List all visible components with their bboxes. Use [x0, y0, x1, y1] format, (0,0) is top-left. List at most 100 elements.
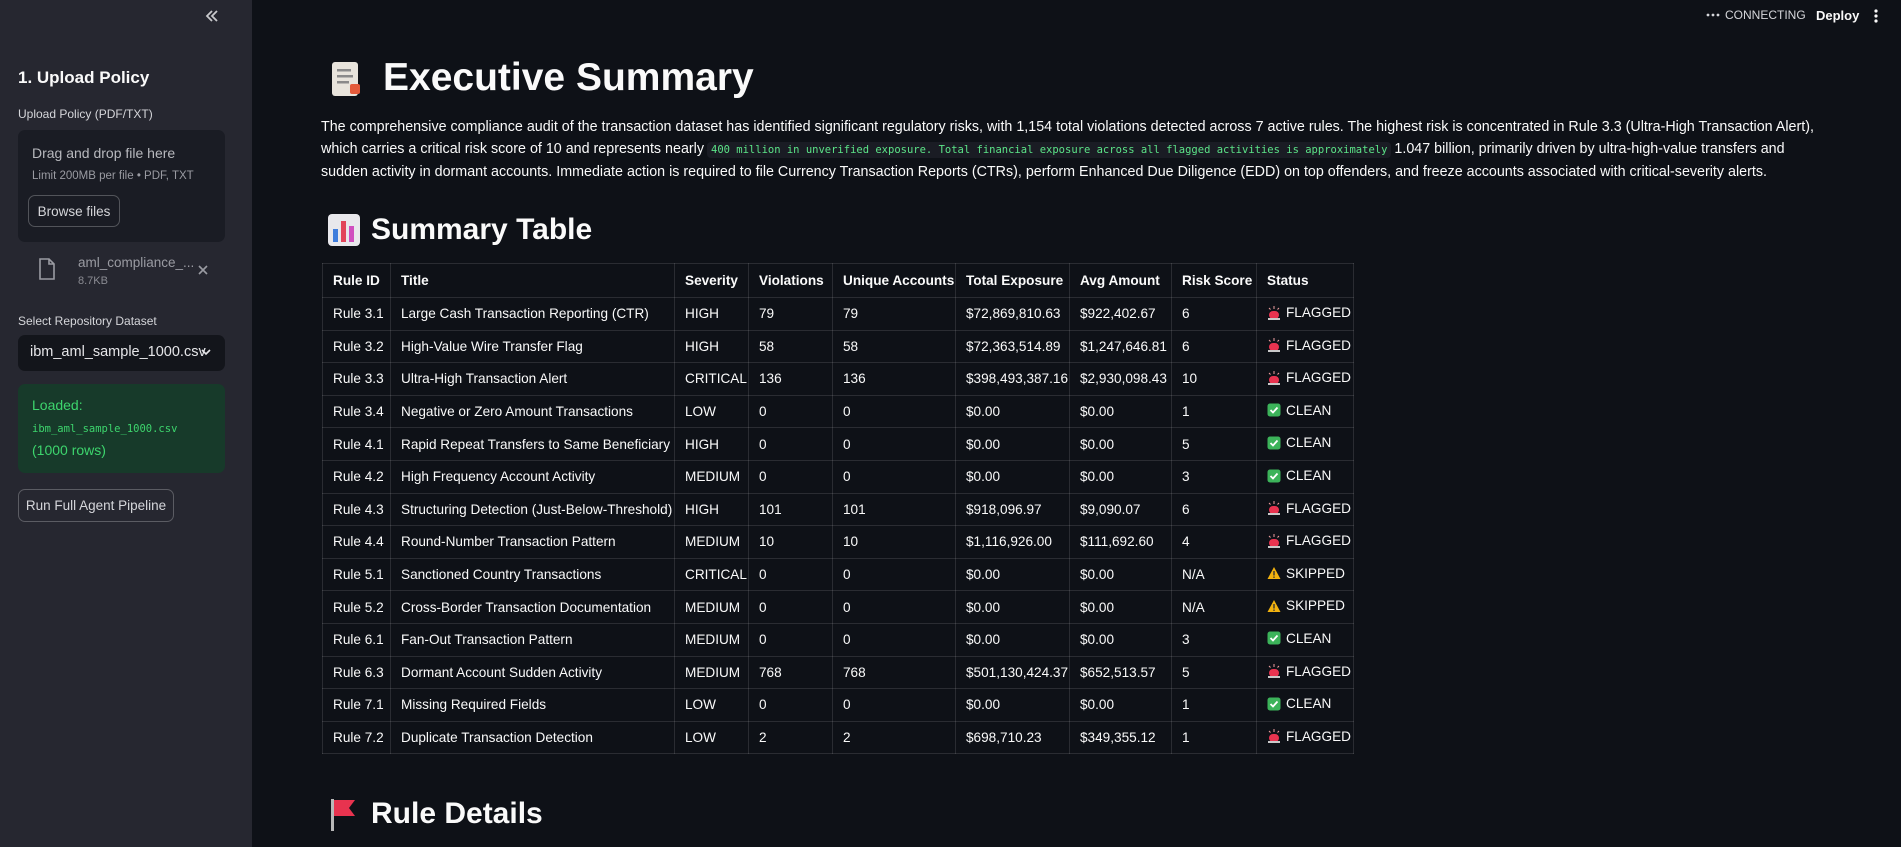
column-header: Violations [748, 263, 833, 298]
status-text: FLAGGED [1286, 533, 1351, 549]
status: CLEAN [1267, 631, 1331, 646]
status-icon [1268, 338, 1280, 353]
sidebar: 1. Upload Policy Upload Policy (PDF/TXT)… [0, 0, 252, 847]
table-cell: $9,090.07 [1069, 492, 1172, 527]
table-cell: MEDIUM [674, 525, 749, 559]
table-cell: Dormant Account Sudden Activity [390, 655, 675, 690]
status-text: CLEAN [1286, 696, 1332, 712]
table-cell: $0.00 [955, 394, 1070, 429]
table-row: Rule 4.4 Round-Number Transaction Pattern… [322, 525, 1354, 559]
status-cell: CLEAN [1256, 688, 1354, 722]
file-size: 8.7KB [78, 275, 108, 287]
table-cell: 10 [1171, 362, 1257, 396]
status-text: FLAGGED [1286, 500, 1351, 516]
table-cell: CRITICAL [674, 557, 749, 592]
status: FLAGGED [1267, 338, 1351, 353]
status-cell: CLEAN [1256, 459, 1354, 494]
status-icon [1267, 599, 1281, 612]
summary-paragraph: The comprehensive compliance audit of th… [321, 116, 1821, 184]
browse-button[interactable]: Browse files [28, 195, 120, 227]
table-cell: 10 [832, 525, 956, 559]
table-cell: Rule 4.3 [322, 492, 391, 527]
status: CLEAN [1267, 696, 1331, 711]
table-cell: Rule 4.2 [322, 459, 391, 494]
table-cell: 101 [832, 492, 956, 527]
remove-file[interactable] [197, 264, 209, 276]
status: CLEAN [1267, 435, 1331, 450]
status-icon [1268, 729, 1280, 744]
main-menu[interactable] [1872, 8, 1880, 24]
status-cell: FLAGGED [1256, 525, 1354, 559]
table-cell: $922,402.67 [1069, 297, 1172, 331]
table-cell: Negative or Zero Amount Transactions [390, 394, 675, 429]
select-chevron [201, 349, 211, 356]
status-suffix: (1000 rows) [32, 442, 106, 458]
table-icon [328, 214, 360, 246]
table-cell: Sanctioned Country Transactions [390, 557, 675, 592]
status-cell: CLEAN [1256, 622, 1354, 657]
table-cell: 1 [1171, 394, 1257, 429]
column-header: Rule ID [322, 263, 391, 298]
summary-icon [332, 62, 360, 96]
table-cell: 3 [1171, 622, 1257, 657]
table-cell: 6 [1171, 297, 1257, 331]
table-cell: Rule 6.1 [322, 622, 391, 657]
table-cell: HIGH [674, 329, 749, 364]
table-cell: MEDIUM [674, 622, 749, 657]
table-cell: Round-Number Transaction Pattern [390, 525, 675, 559]
table-cell: 0 [832, 622, 956, 657]
column-header: Unique Accounts [832, 263, 956, 298]
table-cell: 10 [748, 525, 833, 559]
table-cell: $0.00 [1069, 622, 1172, 657]
deploy-button[interactable]: Deploy [1816, 8, 1860, 23]
table-cell: 4 [1171, 525, 1257, 559]
table-cell: $0.00 [955, 688, 1070, 722]
summary-code: 400 million in unverified exposure. Tota… [707, 142, 1392, 159]
status-icon [1267, 697, 1281, 711]
table-cell: Rule 4.1 [322, 427, 391, 461]
status-prefix: Loaded: [32, 397, 83, 413]
table-row: Rule 5.2 Cross-Border Transaction Documen… [322, 590, 1354, 624]
select-label: Select Repository Dataset [18, 314, 157, 328]
run-button[interactable]: Run Full Agent Pipeline [18, 489, 174, 522]
table-cell: 0 [832, 688, 956, 722]
table-cell: 101 [748, 492, 833, 527]
table-row: Rule 6.3 Dormant Account Sudden Activity M… [322, 655, 1354, 690]
header-row: Rule ID Title Severity Violations Unique Acc… [322, 263, 1354, 298]
page-title: Executive Summary [383, 56, 754, 99]
table-cell: $0.00 [955, 622, 1070, 657]
summary-table: Rule ID Title Severity Violations Unique Acc… [322, 263, 1354, 755]
table-cell: 136 [832, 362, 956, 396]
table-cell: 0 [832, 427, 956, 461]
status-icon [1267, 403, 1281, 417]
table-row: Rule 4.1 Rapid Repeat Transfers to Same B… [322, 427, 1354, 461]
table-row: Rule 3.1 Large Cash Transaction Reporting… [322, 297, 1354, 331]
column-header: Title [390, 263, 675, 298]
table-cell: 2 [832, 720, 956, 755]
status-icon [1268, 533, 1280, 548]
table-heading: Summary Table [371, 213, 593, 246]
table-row: Rule 7.1 Missing Required Fields LOW 0 0 $0.0… [322, 688, 1354, 722]
table-cell: $698,710.23 [955, 720, 1070, 755]
status-icon [1268, 305, 1280, 320]
table-cell: 58 [748, 329, 833, 364]
status-icon [1267, 436, 1281, 450]
table-cell: $0.00 [955, 427, 1070, 461]
status: FLAGGED [1267, 501, 1351, 516]
dataset-select[interactable]: ibm_aml_sample_1000.csv [18, 335, 225, 371]
collapse-sidebar[interactable] [204, 8, 220, 24]
table-row: Rule 3.2 High-Value Wire Transfer Flag HIG… [322, 329, 1354, 364]
table-cell: $0.00 [1069, 394, 1172, 429]
table-cell: LOW [674, 394, 749, 429]
table-cell: Rule 4.4 [322, 525, 391, 559]
table-cell: 0 [748, 557, 833, 592]
dropzone[interactable]: Drag and drop file here Limit 200MB per … [18, 130, 225, 242]
table-row: Rule 4.2 High Frequency Account Activity M… [322, 459, 1354, 494]
table-cell: 0 [832, 459, 956, 494]
status-text: FLAGGED [1286, 305, 1351, 321]
table-cell: Rule 3.4 [322, 394, 391, 429]
table-cell: 79 [832, 297, 956, 331]
select-value: ibm_aml_sample_1000.csv [30, 344, 206, 360]
table-row: Rule 7.2 Duplicate Transaction Detection L… [322, 720, 1354, 755]
